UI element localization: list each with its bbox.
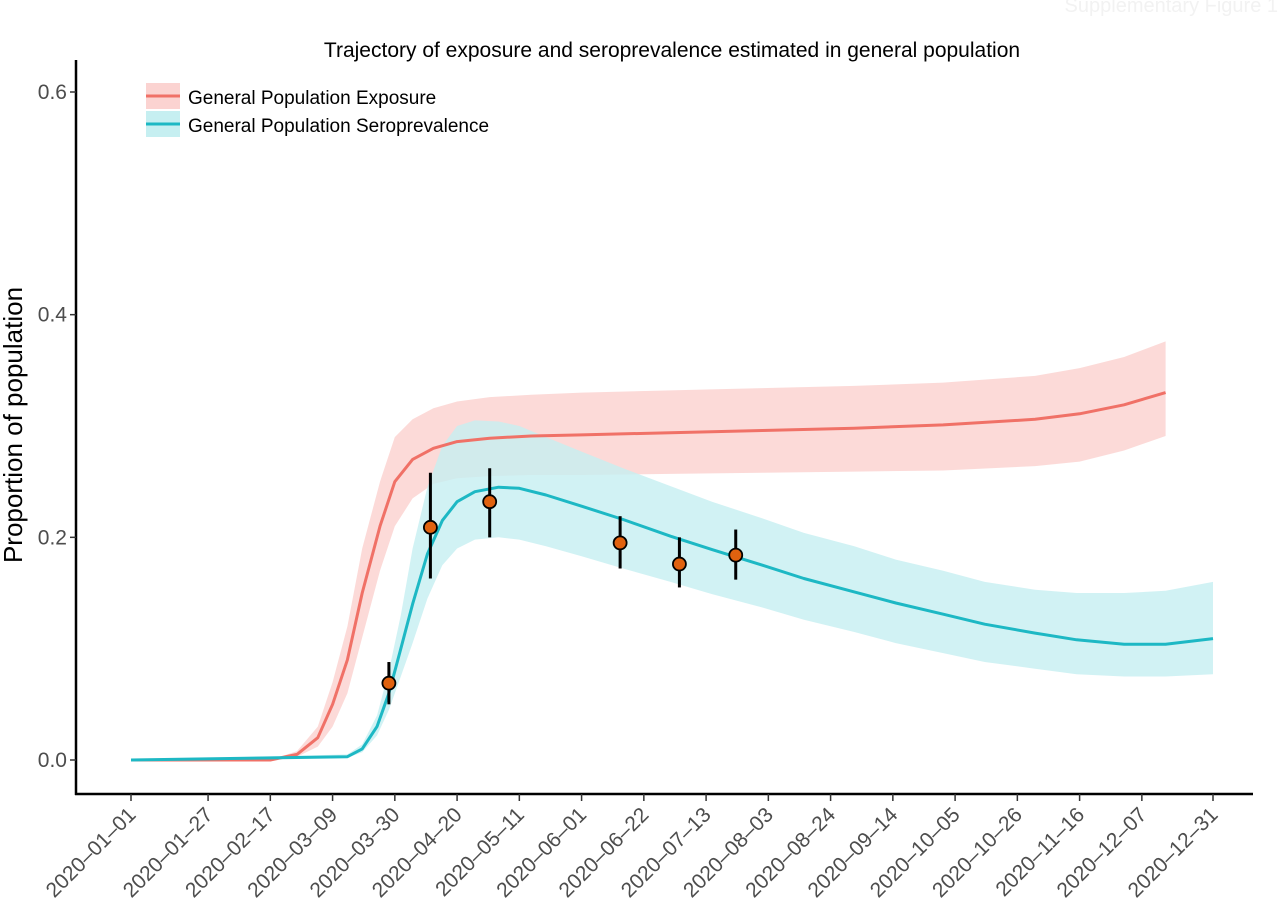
x-ticks: 2020–01–012020–01–272020–02–172020–03–09… [42, 794, 1223, 902]
legend: General Population Exposure General Popu… [146, 83, 489, 137]
data-point-1 [423, 519, 438, 535]
band-seroprevalence [131, 420, 1213, 760]
data-point-4 [672, 556, 687, 572]
data-point-3 [612, 535, 628, 551]
y-tick-label-2: 0.4 [38, 304, 68, 327]
line-exposure [131, 391, 1167, 762]
legend-label-seroprevalence: General Population Seroprevalence [188, 116, 489, 137]
data-point-2 [482, 494, 498, 510]
y-axis-label: Proportion of population [0, 287, 28, 563]
y-tick-label-0: 0.0 [38, 749, 67, 772]
observations [381, 468, 744, 705]
corner-label: Supplementary Figure 1 [1065, 0, 1278, 17]
series-lines [130, 391, 1214, 762]
data-point-5 [728, 547, 744, 563]
y-tick-label-1: 0.2 [38, 526, 67, 549]
legend-label-exposure: General Population Exposure [188, 88, 436, 109]
y-tick-label-3: 0.6 [38, 81, 67, 104]
confidence-bands [131, 341, 1213, 760]
band-exposure [131, 341, 1166, 760]
line-seroprevalence [130, 485, 1214, 762]
data-point-0 [381, 675, 397, 691]
y-ticks: 0.0 0.2 0.4 0.6 [38, 81, 76, 772]
chart-title: Trajectory of exposure and seroprevalenc… [324, 39, 1020, 62]
